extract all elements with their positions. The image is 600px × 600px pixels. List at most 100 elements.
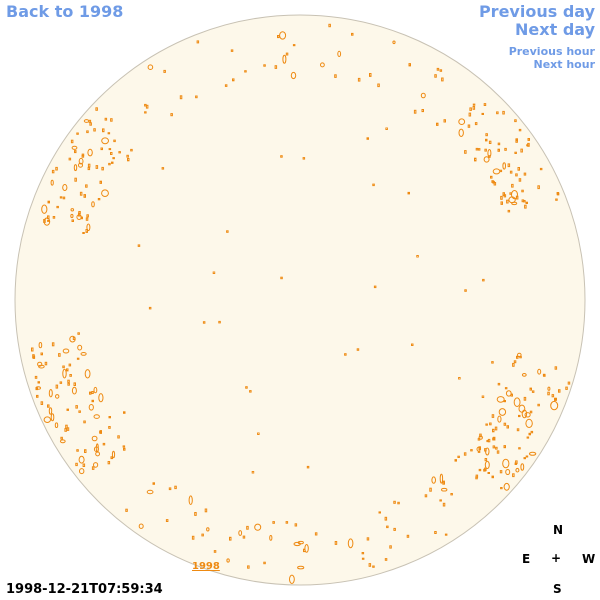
contour-mark — [551, 394, 555, 398]
contour-mark — [50, 413, 55, 422]
contour-mark — [515, 173, 518, 177]
contour-mark — [226, 558, 230, 563]
contour-mark — [511, 190, 518, 200]
contour-mark — [306, 465, 310, 469]
contour-mark — [95, 165, 99, 169]
contour-mark — [521, 373, 527, 377]
contour-mark — [303, 548, 306, 553]
contour-mark — [497, 148, 500, 152]
contour-mark — [484, 460, 490, 469]
contour-mark — [244, 70, 247, 73]
contour-mark — [457, 455, 460, 459]
contour-mark — [280, 276, 283, 280]
contour-mark — [464, 150, 467, 154]
contour-mark — [521, 409, 528, 419]
contour-mark — [496, 111, 499, 115]
contour-mark — [502, 458, 510, 469]
contour-mark — [505, 469, 511, 475]
contour-mark — [392, 40, 396, 45]
contour-mark — [75, 462, 78, 467]
contour-mark — [147, 64, 154, 70]
contour-mark — [113, 139, 116, 143]
contour-mark — [513, 397, 521, 408]
contour-mark — [500, 195, 503, 200]
contour-mark — [111, 161, 114, 164]
contour-mark — [502, 110, 505, 115]
contour-mark — [230, 49, 234, 52]
contour-mark — [484, 448, 487, 452]
contour-mark — [520, 463, 525, 471]
contour-mark — [567, 381, 571, 385]
contour-mark — [43, 217, 51, 226]
contour-mark — [195, 95, 198, 99]
contour-mark — [344, 353, 347, 356]
contour-mark — [297, 565, 305, 570]
contour-mark — [516, 355, 519, 359]
contour-mark — [314, 532, 318, 536]
contour-mark — [280, 155, 283, 158]
contour-mark — [491, 361, 494, 364]
contour-mark — [93, 462, 99, 468]
previous-day-link[interactable]: Previous day — [478, 2, 595, 21]
contour-mark — [431, 476, 437, 484]
contour-mark — [439, 69, 443, 72]
contour-mark — [152, 482, 155, 485]
contour-mark — [424, 494, 428, 498]
contour-mark — [62, 365, 65, 369]
contour-mark — [488, 140, 492, 144]
contour-mark — [282, 54, 287, 64]
contour-mark — [77, 332, 80, 335]
contour-mark — [86, 223, 91, 232]
next-hour-link[interactable]: Next hour — [533, 58, 596, 71]
contour-marks — [31, 23, 571, 584]
contour-mark — [52, 216, 56, 219]
contour-mark — [554, 397, 557, 401]
contour-mark — [450, 493, 453, 496]
contour-mark — [505, 390, 512, 397]
contour-mark — [487, 472, 490, 474]
contour-mark — [80, 352, 87, 356]
contour-mark — [520, 148, 523, 153]
contour-mark — [292, 44, 296, 47]
contour-mark — [249, 390, 252, 393]
contour-mark — [93, 386, 98, 394]
contour-mark — [238, 530, 243, 536]
contour-mark — [357, 77, 361, 82]
contour-mark — [491, 475, 494, 479]
year-link[interactable]: 1998 — [192, 561, 220, 572]
contour-mark — [502, 162, 507, 170]
contour-mark — [170, 113, 173, 117]
contour-mark — [518, 178, 522, 182]
contour-mark — [79, 191, 83, 196]
contour-mark — [144, 111, 147, 114]
contour-mark — [44, 361, 48, 366]
contour-mark — [67, 382, 70, 386]
contour-mark — [523, 457, 526, 460]
contour-mark — [539, 167, 543, 171]
back-to-year-link[interactable]: Back to 1998 — [6, 2, 124, 21]
contour-mark — [101, 137, 109, 145]
contour-mark — [514, 151, 517, 154]
contour-mark — [529, 387, 532, 391]
contour-mark — [161, 167, 165, 170]
contour-mark — [83, 420, 86, 424]
contour-mark — [490, 175, 493, 179]
next-day-link[interactable]: Next day — [515, 20, 595, 39]
contour-mark — [102, 128, 105, 133]
contour-mark — [442, 502, 446, 507]
contour-mark — [95, 451, 100, 457]
previous-hour-link[interactable]: Previous hour — [508, 45, 595, 58]
contour-mark — [512, 473, 515, 478]
compass-west: W — [582, 552, 596, 566]
contour-mark — [476, 446, 481, 452]
contour-mark — [389, 545, 392, 549]
contour-mark — [51, 342, 55, 347]
contour-mark — [91, 466, 95, 470]
contour-mark — [77, 344, 83, 351]
contour-mark — [372, 183, 375, 187]
contour-mark — [87, 163, 91, 168]
contour-mark — [525, 455, 529, 458]
contour-mark — [498, 408, 507, 416]
contour-mark — [91, 435, 98, 442]
contour-mark — [76, 132, 79, 135]
